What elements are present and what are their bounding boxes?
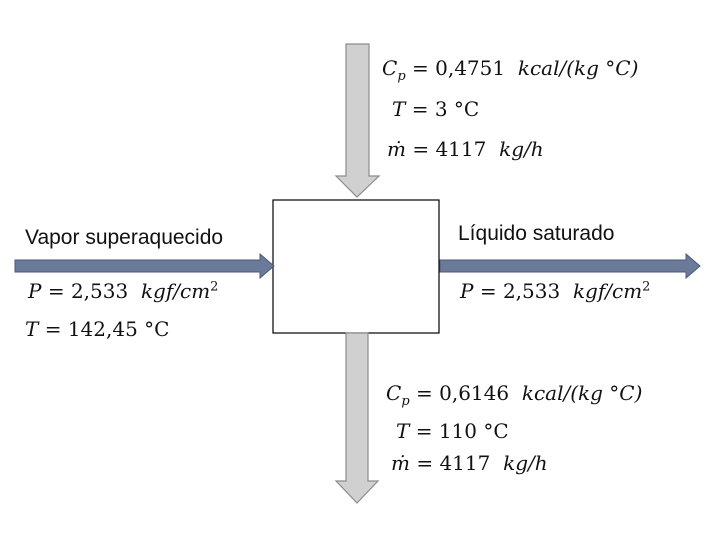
vapor-inlet-label: Vapor superaquecido [25, 226, 224, 249]
vapor-pressure-label: P = 2,533 kgf/cm2 [28, 279, 219, 303]
vapor-inlet-arrow [14, 252, 275, 280]
bottom-cp-label: Cp = 0,6146 kcal/(kg °C) [386, 381, 643, 409]
equipment-box [272, 199, 440, 334]
bottom-temperature-label: T = 110 °C [396, 419, 509, 443]
liquid-outlet-arrow [439, 252, 701, 280]
top-cp-label: Cp = 0,4751 kcal/(kg °C) [382, 56, 639, 84]
bottom-mass-flow-label: ṁ = 4117 kg/h [391, 451, 548, 475]
liquid-pressure-label: P = 2,533 kgf/cm2 [460, 279, 651, 303]
top-inlet-arrow [334, 43, 381, 198]
bottom-outlet-arrow [334, 332, 380, 504]
top-mass-flow-label: ṁ = 4117 kg/h [387, 137, 544, 161]
vapor-temperature-label: T = 142,45 °C [25, 317, 170, 341]
liquid-outlet-label: Líquido saturado [458, 222, 615, 245]
top-temperature-label: T = 3 °C [392, 97, 480, 121]
